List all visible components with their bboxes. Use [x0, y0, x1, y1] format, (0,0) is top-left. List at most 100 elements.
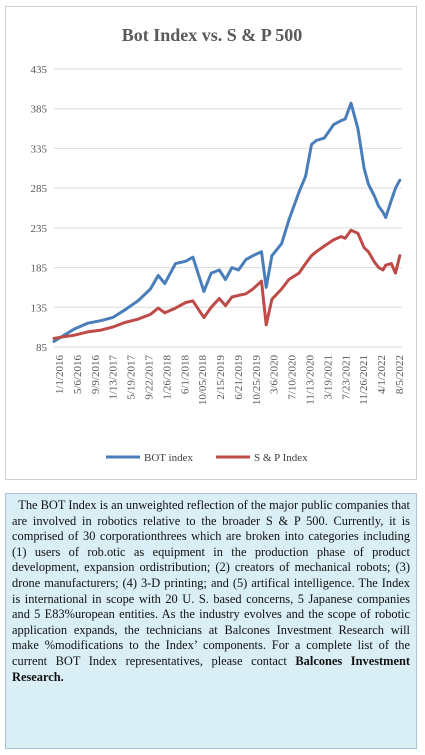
- data-point: [367, 182, 370, 186]
- data-point: [384, 263, 387, 267]
- data-point: [202, 316, 206, 319]
- data-point: [62, 335, 66, 338]
- data-point: [297, 190, 301, 194]
- chart-title: Bot Index vs. S & P 500: [122, 25, 303, 45]
- x-tick-label: 11/26/2021: [358, 355, 370, 405]
- legend: BOT index S & P Index: [106, 452, 308, 464]
- data-point: [362, 246, 366, 249]
- data-point: [124, 308, 127, 311]
- data-point: [237, 294, 240, 297]
- data-point: [124, 321, 127, 324]
- x-tick-label: 5/6/2016: [72, 355, 84, 395]
- data-point: [260, 279, 263, 283]
- series-layer: [52, 101, 402, 343]
- data-point: [191, 299, 195, 303]
- data-point: [270, 254, 274, 257]
- data-point: [111, 325, 114, 329]
- x-tick-label: 9/22/2017: [143, 355, 155, 400]
- data-point: [209, 306, 213, 309]
- data-point: [98, 319, 102, 322]
- data-point: [362, 167, 366, 170]
- series-line-sp-index: [52, 228, 402, 340]
- data-point: [86, 330, 89, 334]
- data-point: [73, 327, 77, 330]
- x-tick-label: 8/5/2022: [394, 355, 406, 394]
- x-tick-label: 7/23/2021: [340, 355, 352, 400]
- data-point: [184, 301, 188, 304]
- data-point: [367, 250, 370, 253]
- data-point: [315, 250, 318, 253]
- data-point: [304, 175, 307, 178]
- data-point: [344, 117, 347, 121]
- data-point: [287, 218, 291, 222]
- data-point: [356, 232, 360, 235]
- data-point: [111, 316, 114, 319]
- x-tick-label: 4/1/2022: [376, 355, 388, 394]
- data-point: [98, 329, 102, 332]
- data-point: [156, 274, 160, 277]
- y-tick-label: 235: [31, 223, 48, 235]
- data-point: [73, 333, 77, 337]
- y-tick-label: 185: [31, 263, 48, 275]
- x-tick-label: 11/13/2020: [305, 355, 317, 405]
- x-tick-label: 5/19/2017: [126, 355, 138, 400]
- data-point: [156, 306, 160, 310]
- data-point: [377, 205, 380, 208]
- y-tick-label: 385: [31, 104, 48, 116]
- data-point: [237, 268, 240, 272]
- data-point: [373, 194, 376, 198]
- x-tick-label: 6/21/2019: [233, 355, 245, 400]
- data-point: [260, 250, 263, 253]
- data-point: [86, 321, 89, 325]
- data-point: [174, 262, 177, 265]
- data-point: [184, 260, 188, 263]
- data-point: [304, 262, 307, 265]
- data-point: [251, 287, 255, 291]
- data-point: [349, 101, 353, 105]
- data-point: [390, 198, 393, 202]
- description-text: The BOT Index is an unweighted reflectio…: [12, 498, 410, 668]
- data-point: [136, 299, 140, 303]
- data-point: [52, 340, 56, 343]
- x-tick-label: 2/15/2019: [215, 355, 227, 400]
- data-point: [264, 286, 268, 289]
- y-axis-ticks: 85 135 185 235 285 335 385 435: [31, 64, 48, 354]
- data-point: [280, 287, 283, 291]
- y-tick-label: 135: [31, 302, 48, 314]
- data-point: [52, 337, 56, 340]
- data-point: [339, 235, 343, 238]
- data-point: [163, 282, 166, 285]
- x-tick-label: 3/19/2021: [322, 355, 334, 400]
- x-tick-label: 7/10/2020: [287, 355, 299, 400]
- x-tick-label: 10/25/2019: [251, 355, 263, 406]
- data-point: [297, 271, 301, 275]
- data-point: [332, 123, 335, 126]
- data-point: [310, 143, 313, 146]
- y-tick-label: 85: [36, 342, 48, 354]
- data-point: [394, 186, 397, 190]
- data-point: [230, 295, 234, 299]
- data-point: [322, 244, 326, 248]
- x-tick-label: 1/13/2017: [108, 355, 120, 400]
- data-point: [390, 262, 393, 265]
- description-box: The BOT Index is an unweighted reflectio…: [5, 493, 417, 749]
- data-point: [174, 306, 177, 310]
- x-tick-label: 10/05/2018: [197, 355, 209, 406]
- chart-frame: Bot Index vs. S & P 500 85 135 185 235 285 33…: [5, 6, 417, 480]
- data-point: [373, 260, 376, 264]
- x-tick-label: 6/1/2018: [179, 355, 191, 395]
- data-point: [339, 119, 343, 122]
- data-point: [398, 179, 401, 182]
- data-point: [230, 266, 234, 269]
- data-point: [264, 323, 268, 326]
- data-point: [344, 236, 347, 240]
- data-point: [280, 242, 283, 245]
- data-point: [377, 266, 380, 269]
- data-point: [149, 313, 152, 316]
- data-point: [384, 216, 387, 219]
- x-tick-label: 1/1/2016: [54, 355, 66, 395]
- y-tick-label: 435: [31, 64, 48, 76]
- data-point: [270, 298, 274, 301]
- x-axis-ticks: 1/1/2016 5/6/2016 9/9/2016 1/13/2017 5/19/20…: [54, 355, 406, 406]
- data-point: [398, 254, 401, 257]
